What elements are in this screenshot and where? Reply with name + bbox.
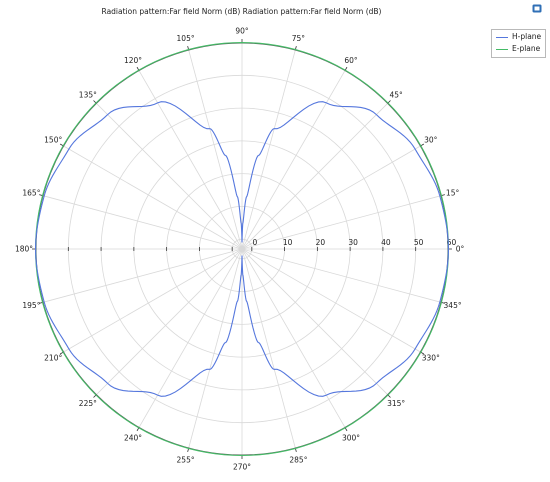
angle-tick-label-270: 270° [233, 463, 251, 472]
grid-spoke-210 [63, 248, 243, 353]
grid-spoke-300 [241, 248, 346, 428]
grid-spoke-240 [138, 248, 243, 428]
angle-tick-label-240: 240° [124, 433, 142, 442]
grid-spoke-255 [188, 248, 243, 449]
angle-tick-label-225: 225° [79, 399, 97, 408]
angle-tick-label-135: 135° [79, 91, 97, 100]
radial-tick-label-50: 50 [414, 238, 424, 247]
legend-swatch-e-plane [496, 48, 508, 50]
legend-label-h-plane: H-plane [512, 32, 542, 41]
angle-tick-label-285: 285° [289, 455, 307, 464]
radial-tick-label-30: 30 [348, 238, 358, 247]
angle-tick-label-90: 90° [235, 27, 249, 36]
angle-tick-label-120: 120° [124, 56, 142, 65]
window-icon[interactable] [532, 4, 542, 13]
angle-tick-label-345: 345° [444, 301, 462, 310]
angle-tick-label-195: 195° [22, 301, 40, 310]
angle-tick-label-180: 180° [15, 245, 33, 254]
legend-label-e-plane: E-plane [512, 44, 541, 53]
grid-spoke-195 [42, 248, 243, 303]
angle-tick-label-60: 60° [344, 56, 358, 65]
radial-tick-label-60: 60 [447, 238, 457, 247]
angle-tick-label-45: 45° [390, 91, 404, 100]
grid-spoke-75 [241, 49, 296, 250]
grid-spoke-30 [241, 145, 421, 250]
angle-tick-label-150: 150° [44, 136, 62, 145]
grid-spoke-120 [138, 70, 243, 250]
grid-spoke-60 [241, 70, 346, 250]
angle-tick-label-210: 210° [44, 354, 62, 363]
grid-spoke-15 [241, 195, 442, 250]
grid-spoke-165 [42, 195, 243, 250]
grid-spoke-105 [188, 49, 243, 250]
grid-spoke-345 [241, 248, 442, 303]
legend: H-plane E-plane [491, 29, 546, 58]
grid-spoke-225 [96, 248, 243, 395]
angle-tick-label-255: 255° [177, 455, 195, 464]
grid-spoke-150 [63, 145, 243, 250]
angle-tick-label-30: 30° [424, 136, 438, 145]
angle-tick-label-105: 105° [177, 34, 195, 43]
series-line-h-plane [34, 101, 450, 397]
angle-tick-label-0: 0° [456, 245, 465, 254]
angle-tick-label-330: 330° [422, 354, 440, 363]
grid-spoke-330 [241, 248, 421, 353]
grid-spoke-315 [241, 248, 388, 395]
legend-swatch-h-plane [496, 36, 508, 38]
radial-tick-label-40: 40 [381, 238, 391, 247]
grid-spoke-45 [241, 103, 388, 250]
angle-tick-label-315: 315° [387, 399, 405, 408]
angle-tick-label-75: 75° [292, 34, 306, 43]
chart-title: Radiation pattern:Far field Norm (dB) Ra… [101, 7, 382, 16]
angle-tick-label-300: 300° [342, 433, 360, 442]
legend-item-h-plane: H-plane [496, 32, 541, 42]
angle-tick-label-15: 15° [446, 188, 460, 197]
radial-tick-label-10: 10 [283, 238, 293, 247]
grid-spoke-135 [96, 103, 243, 250]
radial-tick-label-0: 0 [252, 238, 257, 247]
angle-tick-label-165: 165° [22, 188, 40, 197]
grid-spoke-285 [241, 248, 296, 449]
radial-tick-label-20: 20 [316, 238, 326, 247]
legend-item-e-plane: E-plane [496, 44, 540, 54]
